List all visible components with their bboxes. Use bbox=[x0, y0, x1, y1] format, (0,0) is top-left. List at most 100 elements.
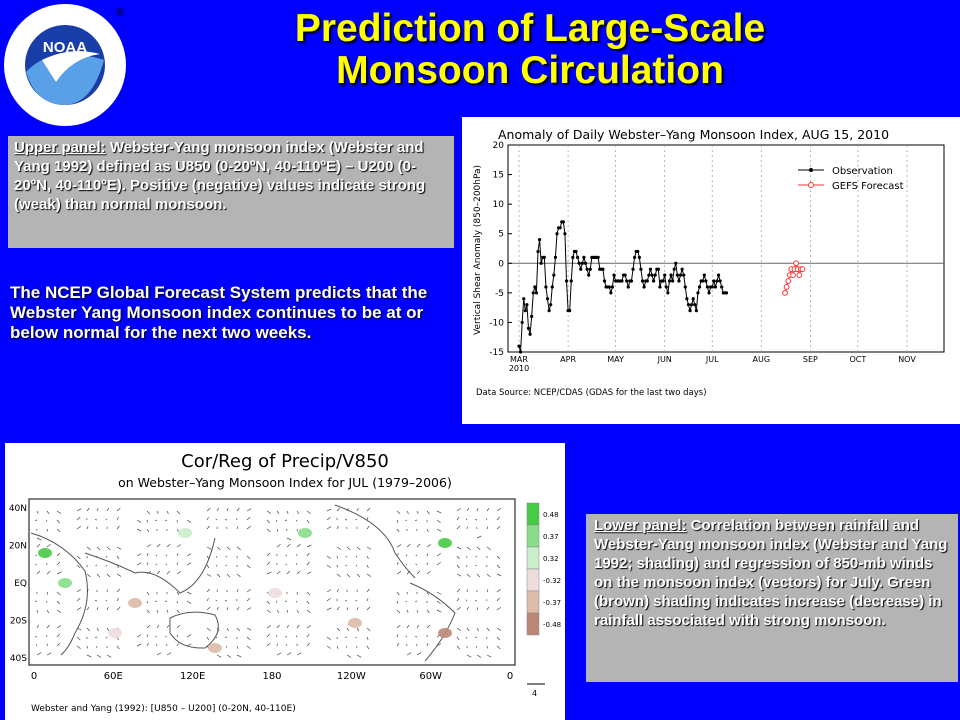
map-frame bbox=[28, 498, 516, 666]
wind-vector bbox=[466, 546, 471, 551]
wind-vector bbox=[286, 543, 291, 548]
wind-vector bbox=[436, 643, 442, 647]
wind-vector bbox=[366, 588, 370, 593]
wind-vector bbox=[95, 564, 98, 567]
wind-vector bbox=[426, 562, 428, 566]
wind-vector bbox=[456, 555, 460, 560]
legend-forecast-marker bbox=[808, 182, 814, 188]
wind-vector bbox=[415, 635, 418, 638]
wind-vector bbox=[355, 564, 358, 567]
wind-vector bbox=[266, 552, 271, 557]
colorbar-swatch bbox=[526, 502, 540, 526]
wind-vector bbox=[76, 636, 81, 641]
chart1-observation-point bbox=[691, 297, 695, 301]
wind-vector bbox=[116, 588, 120, 593]
wind-vector bbox=[146, 510, 151, 515]
correlation-shading-patch bbox=[348, 618, 362, 628]
lower-panel-caption: Lower panel: Correlation between rainfal… bbox=[586, 514, 958, 682]
wind-vector bbox=[475, 555, 478, 558]
colorbar-label: 0.37 bbox=[543, 533, 559, 541]
wind-vector bbox=[366, 636, 369, 640]
wind-vector bbox=[414, 600, 418, 602]
wind-vector bbox=[236, 589, 239, 593]
wind-vector bbox=[285, 554, 288, 557]
wind-vector bbox=[206, 564, 210, 569]
asia-coast bbox=[84, 537, 216, 594]
wind-vector bbox=[165, 635, 168, 638]
wind-vector bbox=[266, 609, 271, 613]
wind-vector bbox=[95, 636, 98, 638]
wind-vector bbox=[306, 625, 312, 629]
wind-vector bbox=[34, 636, 38, 638]
wind-vector bbox=[226, 607, 229, 611]
wind-vector bbox=[356, 573, 361, 578]
chart1-forecast-point bbox=[785, 278, 792, 284]
wind-vector bbox=[416, 609, 419, 613]
wind-vector bbox=[326, 508, 332, 512]
wind-vector bbox=[236, 573, 241, 578]
chart1-observation-point bbox=[720, 285, 724, 289]
wind-vector bbox=[36, 652, 42, 656]
wind-vector bbox=[176, 634, 178, 638]
chart1-observation-point bbox=[724, 291, 729, 295]
wind-vector bbox=[226, 508, 229, 512]
chart1-ytick-label: 0 bbox=[498, 259, 504, 269]
map-lon-label: 180 bbox=[262, 671, 281, 682]
wind-vector bbox=[76, 555, 81, 560]
wind-vector bbox=[496, 607, 501, 611]
chart1-observation-point bbox=[571, 255, 575, 259]
wind-vector bbox=[215, 636, 218, 639]
chart1-observation-point bbox=[547, 309, 551, 313]
chart1-ytick-label: -10 bbox=[489, 318, 504, 328]
chart1-observation-point bbox=[658, 285, 662, 289]
wind-vector bbox=[116, 546, 122, 550]
wind-vector bbox=[146, 544, 152, 548]
wind-vector bbox=[146, 553, 149, 557]
chart1-observation-point bbox=[667, 279, 672, 283]
wind-vector bbox=[86, 589, 89, 593]
wind-vector bbox=[345, 555, 348, 558]
wind-vector bbox=[306, 571, 312, 575]
wind-vector bbox=[466, 507, 470, 512]
wind-vector bbox=[56, 510, 62, 514]
wind-vector bbox=[86, 654, 92, 658]
chart1-forecast-point bbox=[796, 272, 803, 279]
colorbar-label: -0.37 bbox=[543, 599, 561, 607]
wind-vector bbox=[326, 607, 332, 611]
wind-vector bbox=[396, 510, 401, 515]
wind-vector bbox=[396, 552, 399, 557]
wind-vector bbox=[366, 525, 370, 530]
wind-vector bbox=[106, 654, 112, 658]
wind-vector bbox=[86, 645, 89, 649]
wind-vector bbox=[336, 507, 340, 512]
wind-vector bbox=[266, 510, 272, 514]
chart1-observation-point bbox=[652, 279, 656, 283]
wind-vector bbox=[405, 563, 408, 566]
chart1-observation-point bbox=[650, 273, 654, 277]
wind-vector bbox=[346, 645, 348, 648]
wind-vector bbox=[336, 564, 338, 568]
chart1-observation-point bbox=[526, 326, 531, 330]
wind-vector bbox=[296, 563, 298, 566]
wind-vector bbox=[346, 508, 349, 512]
wind-vector bbox=[86, 573, 91, 578]
wind-vector bbox=[86, 526, 89, 530]
chart1-observation-point bbox=[520, 320, 524, 325]
wind-vector bbox=[476, 573, 481, 578]
wind-vector bbox=[56, 528, 61, 533]
wind-vector bbox=[356, 654, 362, 658]
wind-vector bbox=[246, 627, 252, 631]
wind-vector bbox=[486, 636, 488, 639]
wind-vector bbox=[296, 570, 301, 575]
wind-vector bbox=[45, 600, 48, 603]
wind-vector bbox=[456, 597, 460, 602]
wind-vector bbox=[396, 571, 402, 575]
wind-vector bbox=[186, 600, 192, 604]
wind-vector bbox=[466, 654, 472, 658]
chart1-observation-point bbox=[694, 309, 698, 313]
wind-vector bbox=[326, 645, 332, 649]
wind-vector bbox=[236, 627, 240, 632]
chart1-observation-point bbox=[661, 279, 665, 283]
chart1-observation-point bbox=[579, 267, 583, 271]
chart1-observation-point bbox=[518, 350, 523, 354]
